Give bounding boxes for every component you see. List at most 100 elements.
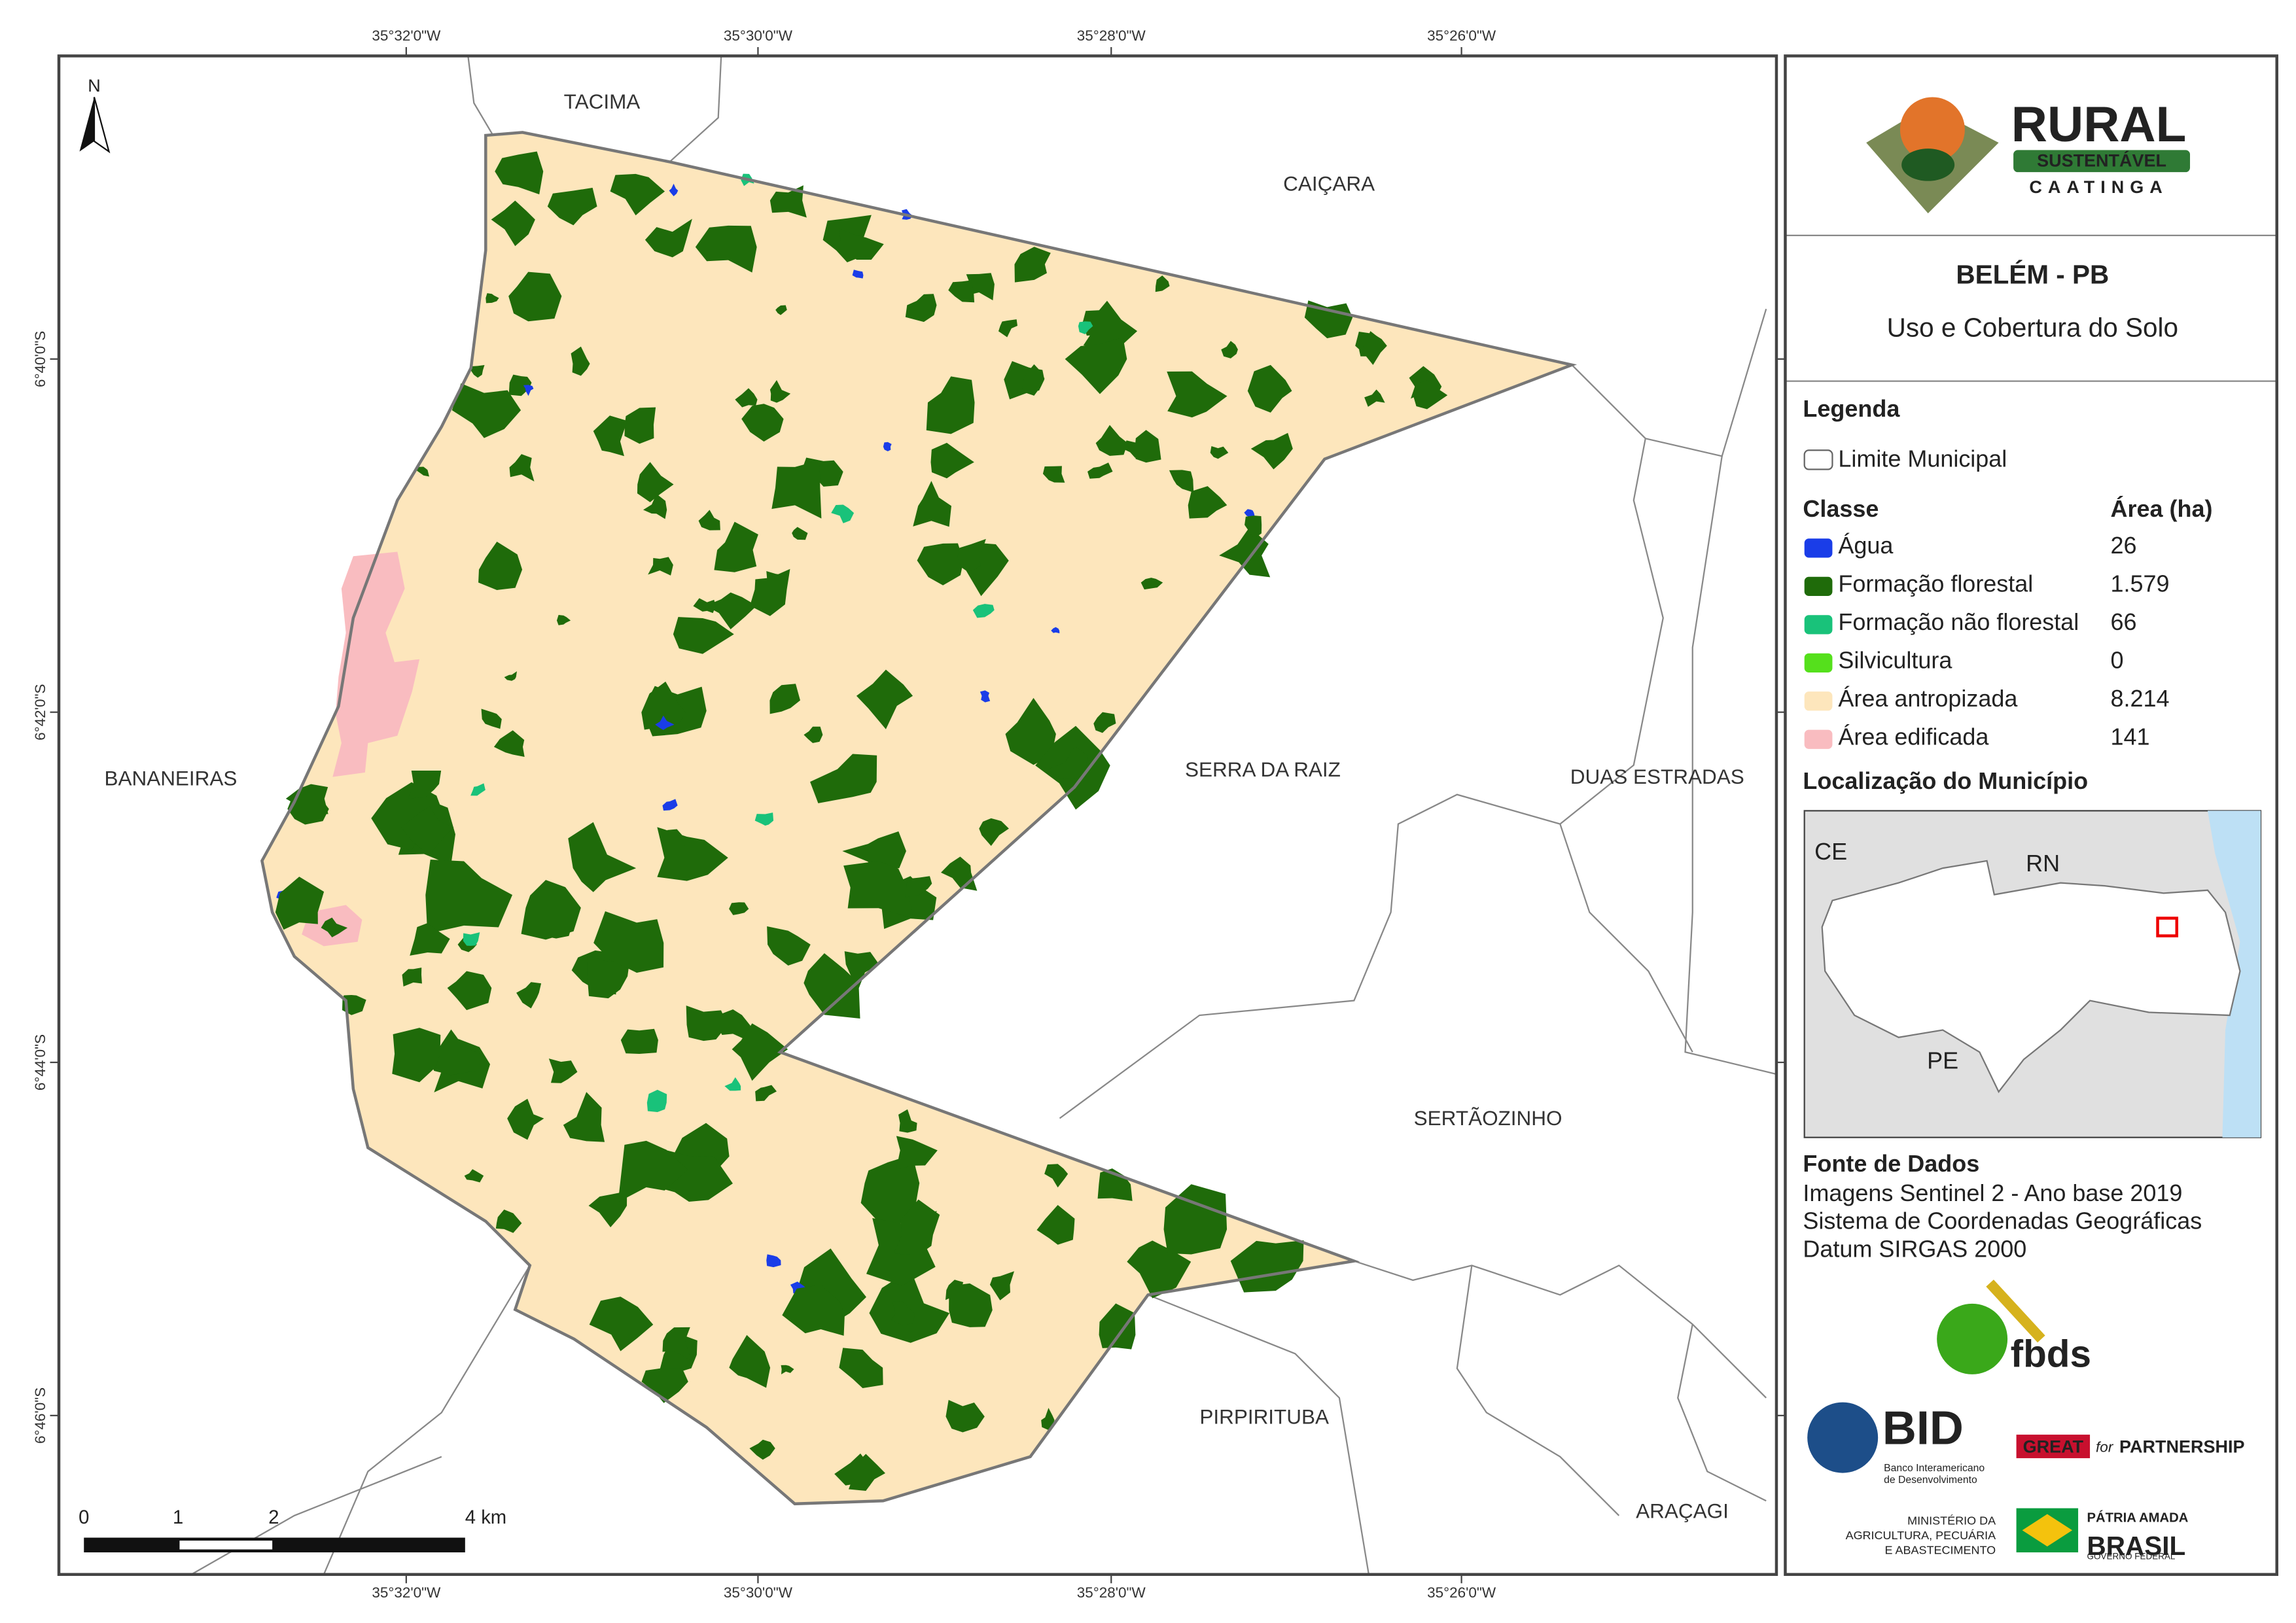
forest-patch [464, 1169, 484, 1183]
scale-label: 0 [79, 1507, 89, 1528]
inset-sea [2208, 811, 2261, 1138]
forest-patch [589, 1297, 654, 1352]
nonforest-patch [646, 1089, 667, 1113]
forest-patch [1041, 1408, 1055, 1431]
bid-name: de Desenvolvimento [1884, 1475, 1977, 1486]
forest-patch [618, 1140, 688, 1202]
forest-patch [686, 1005, 728, 1041]
sources-heading: Fonte de Dados [1803, 1150, 1979, 1177]
forest-patch [563, 1092, 605, 1142]
legend-heading: Legenda [1803, 395, 1900, 422]
neighbor-boundary [669, 56, 722, 163]
forest-patch [1021, 364, 1045, 396]
forest-patch [658, 1333, 698, 1378]
forest-patch [1210, 445, 1229, 459]
forest-patch [637, 462, 674, 502]
forest-patch [470, 365, 485, 378]
forest-patch [321, 917, 348, 937]
forest-patch [410, 922, 450, 956]
forest-patch [548, 1058, 578, 1083]
forest-patch [509, 454, 535, 481]
forest-patch [371, 782, 445, 850]
neighbor-boundary [1059, 364, 1664, 1119]
inset-state [1821, 860, 2241, 1094]
inset-label: PE [1927, 1047, 1958, 1074]
water-patch [669, 183, 679, 197]
scale-bar [84, 1537, 465, 1553]
water-patch [980, 690, 991, 703]
forest-patch [767, 926, 811, 966]
forest-patch [645, 218, 692, 258]
fbds-ball [1937, 1303, 2008, 1374]
forest-patch [504, 671, 517, 681]
forest-patch [998, 319, 1017, 338]
logo-subtitle: CAATINGA [2029, 177, 2168, 197]
forest-patch [451, 383, 521, 438]
x-coord-label: 35°32'0"W [372, 27, 441, 44]
forest-patch [839, 228, 884, 260]
inset-label: RN [2026, 850, 2060, 877]
legend-class: Silvicultura [1838, 647, 1952, 674]
y-coord-label: 6°44'0"S [32, 1034, 48, 1091]
forest-patch [905, 294, 937, 323]
forest-patch [521, 880, 581, 940]
neighbor-boundary [323, 1265, 531, 1575]
forest-patch [508, 271, 562, 322]
forest-patch [1036, 1204, 1075, 1245]
forest-patch [1087, 462, 1113, 479]
nonforest-patch [754, 812, 774, 826]
legend-class: Formação florestal [1838, 570, 2033, 597]
forest-patch [1247, 364, 1292, 413]
x-coord-label: 35°26'0"W [1427, 1584, 1496, 1601]
forest-patch [1188, 486, 1227, 519]
north-label: N [88, 76, 101, 96]
forest-patch [1169, 470, 1194, 493]
logo-tree [1901, 148, 1955, 181]
legend-class: Área antropizada [1838, 685, 2017, 712]
forest-patch [673, 617, 734, 654]
forest-patch [1095, 425, 1128, 456]
forest-patch [478, 541, 523, 590]
forest-patch [1167, 371, 1227, 418]
forest-patch [587, 956, 630, 999]
forest-patch [769, 379, 791, 403]
water-patch [852, 270, 864, 279]
legend-swatch [1804, 576, 1833, 596]
forest-patch [1044, 1164, 1069, 1188]
forest-patch [1042, 466, 1065, 483]
municipality-fill [262, 132, 1572, 1504]
logo-band-text: SUSTENTÁVEL [2037, 150, 2166, 171]
logo-sun [1899, 97, 1965, 162]
nonforest-patch [831, 504, 855, 523]
ministry-text: E ABASTECIMENTO [1885, 1544, 1996, 1557]
legend-area: 66 [2111, 608, 2137, 635]
inset-label: CE [1814, 838, 1847, 865]
municipality-outline [260, 131, 1578, 1506]
legend-area: 141 [2111, 724, 2150, 750]
forest-patch [860, 1155, 920, 1232]
bid-text: BID [1882, 1403, 1964, 1455]
forest-patch [1245, 515, 1262, 539]
area-header: Área (ha) [2111, 495, 2213, 522]
panel-title: BELÉM - PB [1956, 260, 2109, 290]
panel-subtitle: Uso e Cobertura do Solo [1887, 313, 2178, 343]
legend-boundary-swatch [1803, 449, 1833, 470]
forest-patch [610, 173, 665, 216]
forest-patch [782, 1284, 845, 1336]
forest-patch [556, 614, 571, 625]
x-coord-label: 35°26'0"W [1427, 27, 1496, 44]
forest-patch [844, 951, 879, 991]
location-heading: Localização do Município [1803, 767, 2088, 794]
forest-patch [693, 598, 716, 614]
forest-patch [1163, 1184, 1227, 1255]
legend-swatch [1804, 615, 1833, 635]
neighbor-boundary [1677, 1324, 1767, 1502]
ministry-text: MINISTÉRIO DA [1907, 1514, 1996, 1527]
bid-globe [1807, 1402, 1879, 1473]
forest-patch [481, 708, 502, 729]
map-content [190, 56, 1776, 1575]
neighbor-boundary [467, 56, 494, 136]
nonforest-patch [972, 604, 995, 618]
forest-patch [949, 1283, 993, 1327]
